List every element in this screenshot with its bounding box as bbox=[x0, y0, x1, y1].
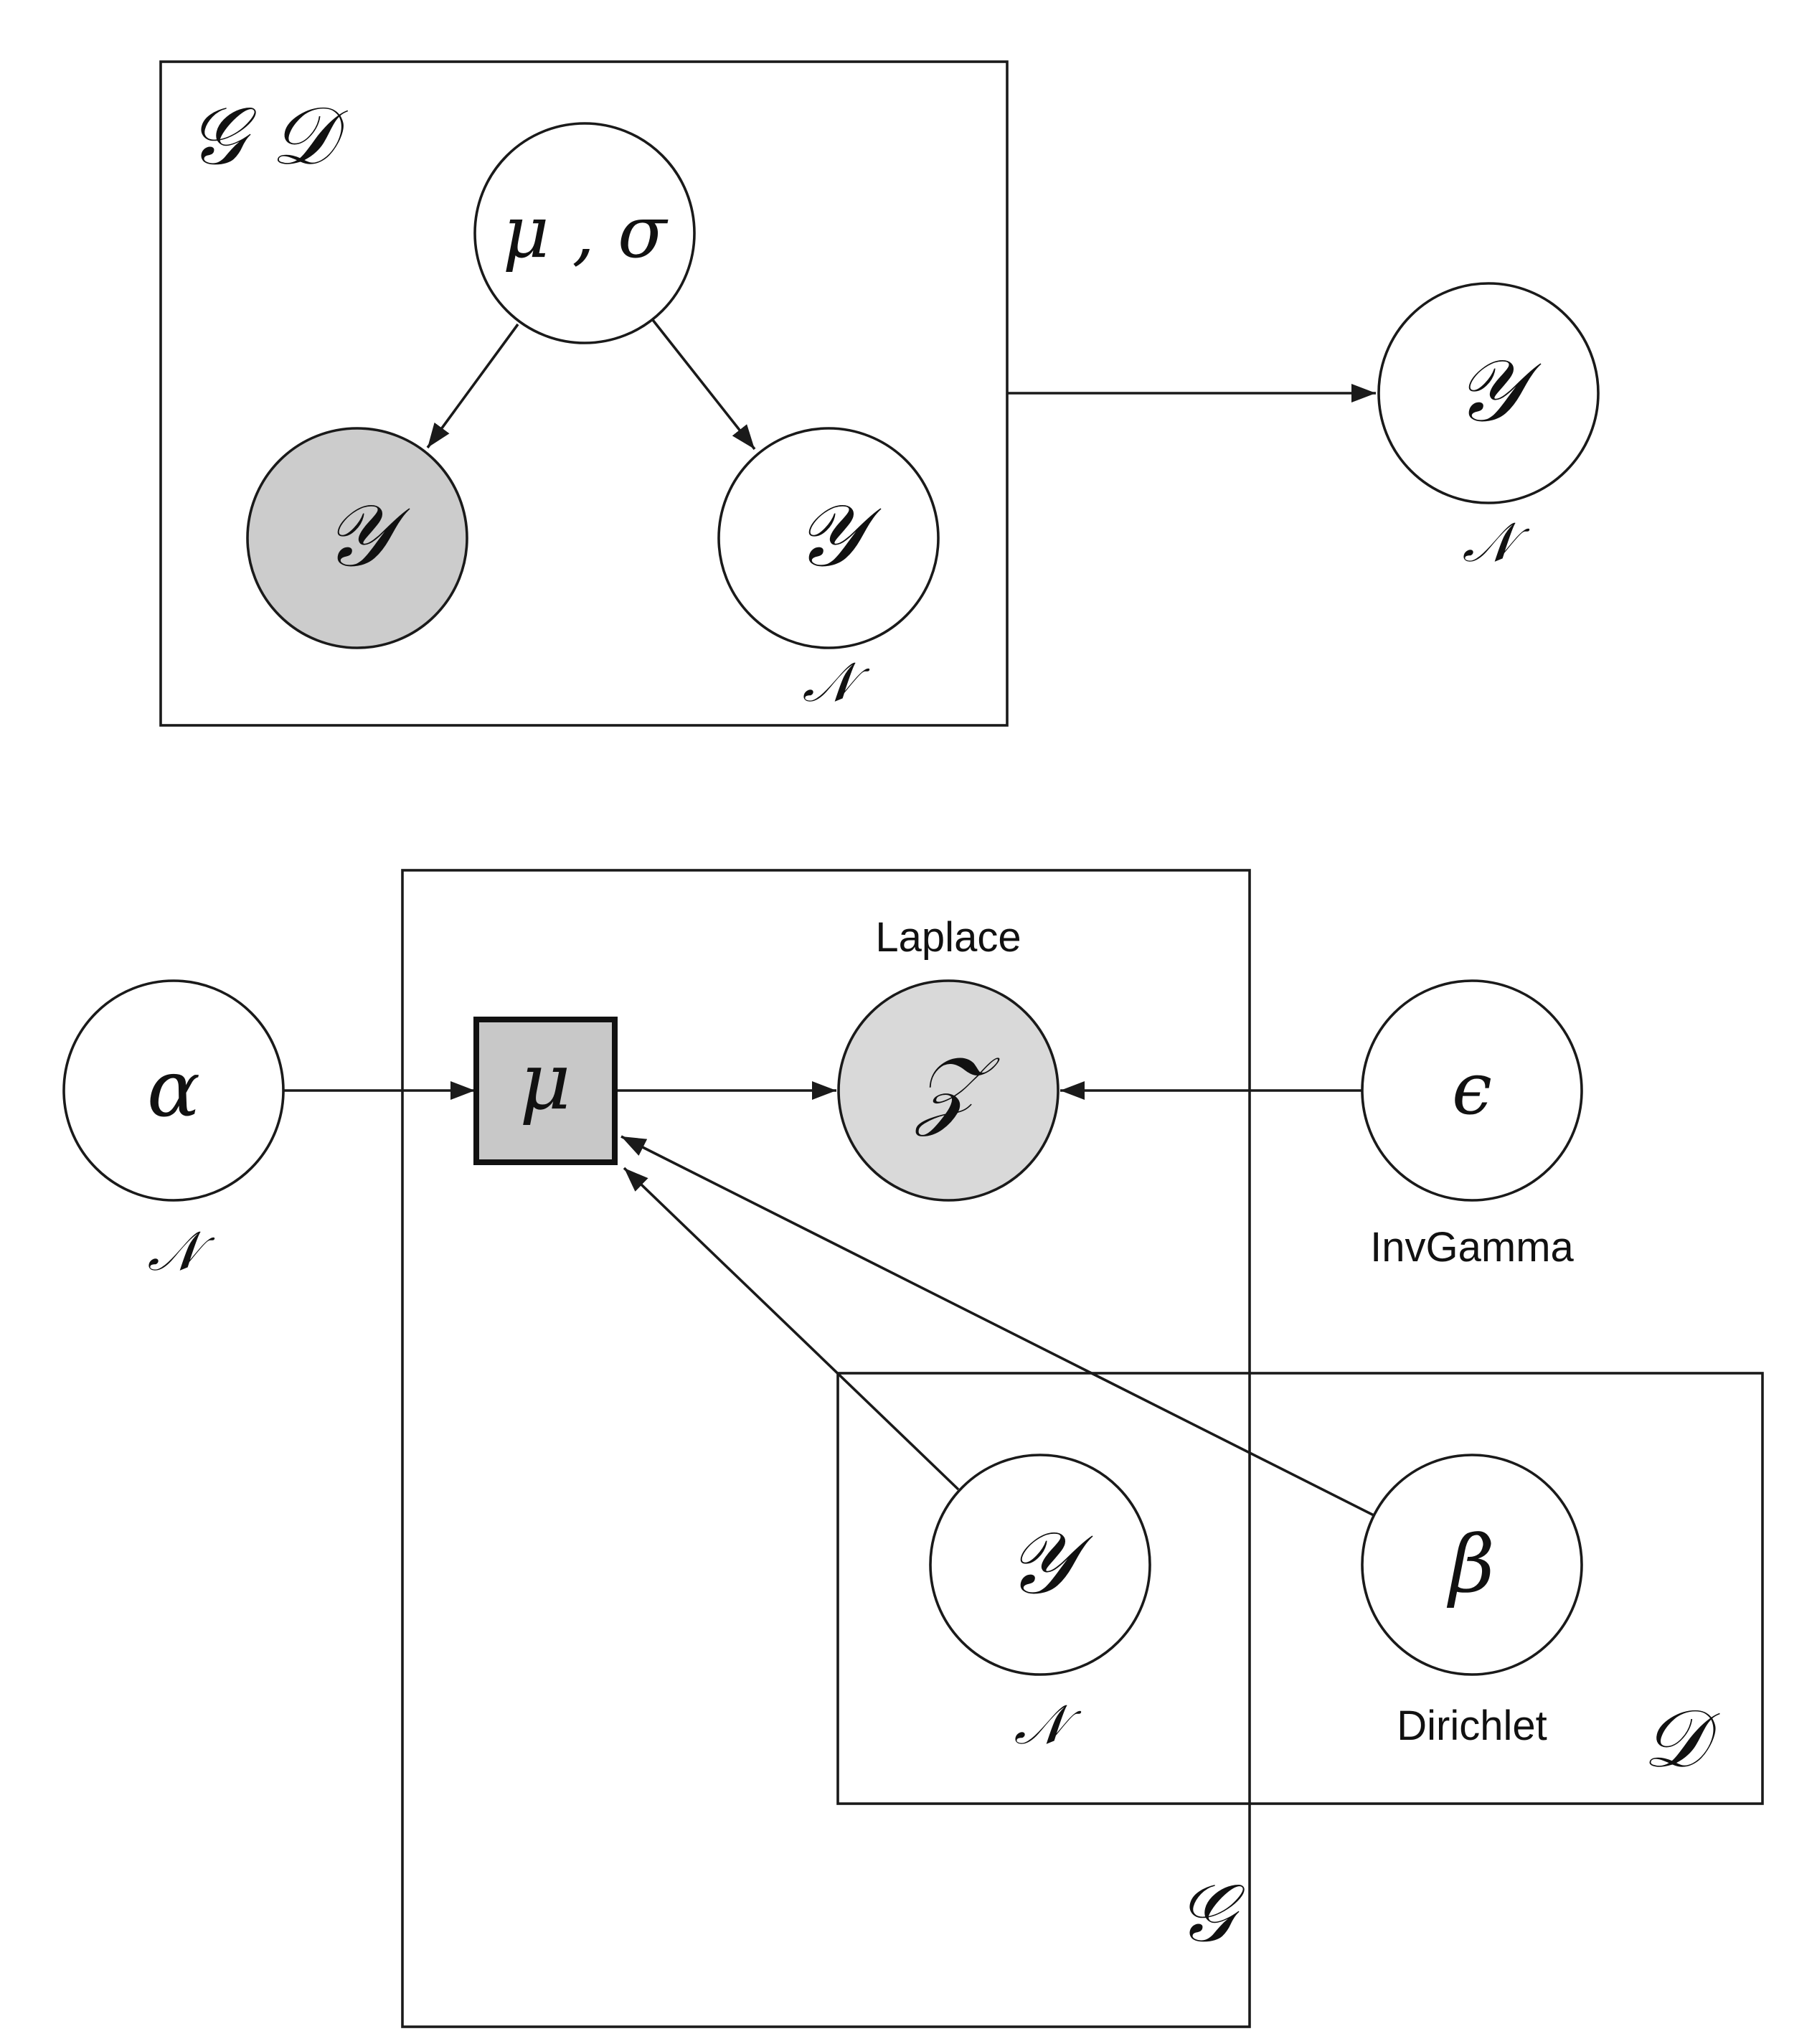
node-epsilon bbox=[1361, 979, 1583, 1202]
node-alpha-dist: 𝒩 bbox=[148, 1219, 216, 1283]
bottom-model: 𝒢 𝒟 α 𝒩 μ 𝒵 Laplace ϵ InvGamma 𝒴 𝒩 β Dir… bbox=[62, 869, 1764, 2028]
node-beta bbox=[1361, 1454, 1583, 1676]
node-y-outer-dist: 𝒩 bbox=[1463, 510, 1531, 574]
node-beta-dist: Dirichlet bbox=[1397, 1702, 1547, 1749]
node-mu bbox=[473, 1017, 618, 1165]
plate-g bbox=[401, 869, 1251, 2028]
node-y-observed bbox=[246, 427, 468, 649]
node-y-dist: 𝒩 bbox=[1014, 1692, 1082, 1756]
node-epsilon-dist: InvGamma bbox=[1370, 1224, 1574, 1271]
node-y-inner bbox=[717, 427, 940, 649]
node-z bbox=[837, 979, 1059, 1202]
node-y bbox=[929, 1454, 1151, 1676]
edge-musigma-to-y-observed bbox=[426, 323, 519, 449]
top-model: 𝒢 𝒟 μ , σ 𝒴 𝒴 𝒩 𝒴 𝒩 bbox=[159, 60, 1600, 727]
node-beta-label: β bbox=[1446, 1518, 1495, 1610]
node-epsilon-label: ϵ bbox=[1452, 1047, 1492, 1131]
plate-g-label: 𝒢 bbox=[1176, 1867, 1245, 1960]
node-musigma bbox=[473, 122, 696, 344]
node-y-outer bbox=[1377, 282, 1600, 504]
node-musigma-label: μ , σ bbox=[503, 190, 669, 274]
node-alpha-label: α bbox=[147, 1042, 200, 1134]
plate-gd-label: 𝒢 𝒟 bbox=[188, 90, 348, 183]
plate-d-label: 𝒟 bbox=[1643, 1692, 1720, 1786]
node-z-dist: Laplace bbox=[875, 914, 1021, 961]
node-alpha bbox=[62, 979, 285, 1202]
edge-musigma-to-y-inner bbox=[651, 319, 756, 451]
node-y-inner-dist: 𝒩 bbox=[803, 650, 871, 714]
edge-beta-to-mu bbox=[620, 1135, 1374, 1517]
node-mu-label: μ bbox=[519, 1035, 571, 1127]
plate-d bbox=[836, 1372, 1764, 1805]
edge-y-to-mu bbox=[623, 1167, 960, 1491]
